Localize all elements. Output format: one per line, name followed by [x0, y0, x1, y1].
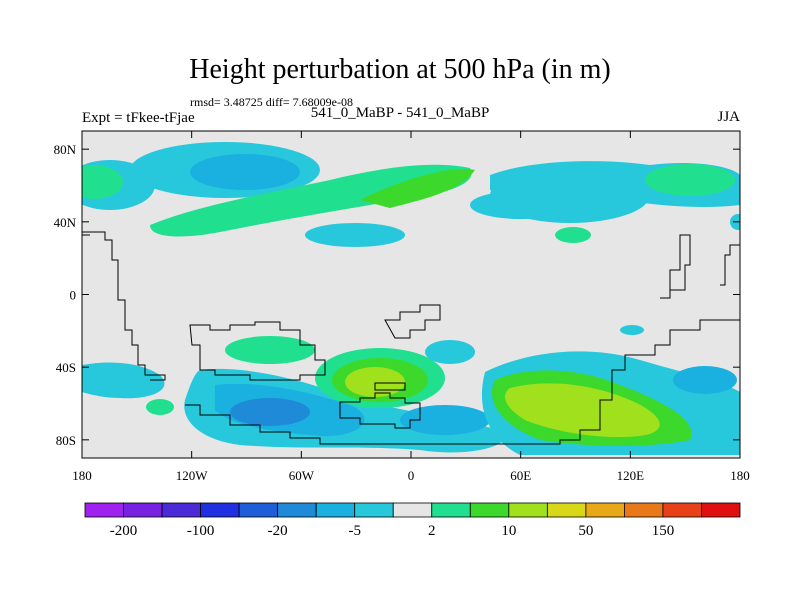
- experiment-label: Expt = tFkee-tFjae: [82, 110, 195, 126]
- x-tick-label: 60W: [289, 468, 315, 483]
- x-axis: 180 120W 60W 0 60E 120E 180: [72, 131, 750, 483]
- contour-region: [555, 227, 591, 243]
- contour-fill-layer: [82, 142, 740, 455]
- colorbar-label: -200: [110, 523, 138, 539]
- contour-region: [190, 154, 300, 190]
- contour-region: [150, 164, 472, 237]
- contour-region: [620, 325, 644, 335]
- stats-text: rmsd= 3.48725 diff= 7.68009e-08: [190, 95, 353, 109]
- page-title: Height perturbation at 500 hPa (in m): [189, 54, 611, 85]
- contour-region: [360, 169, 475, 208]
- coastline: [339, 392, 421, 429]
- colorbar-swatch: [84, 502, 124, 518]
- y-tick-label: 40S: [56, 360, 76, 375]
- colorbar-swatch: [123, 502, 163, 518]
- colorbar-swatch: [546, 502, 587, 518]
- colorbar-swatch: [585, 502, 625, 518]
- contour-region: [470, 191, 570, 219]
- colorbar-swatch: [469, 502, 510, 518]
- x-tick-label: 180: [72, 468, 92, 483]
- case-label: 541_0_MaBP - 541_0_MaBP: [310, 105, 490, 121]
- contour-region: [82, 165, 123, 199]
- contour-region: [146, 399, 174, 415]
- coastline: [374, 382, 406, 391]
- contour-region: [230, 398, 310, 426]
- coastline-layer: [82, 231, 740, 445]
- x-tick-label: 120E: [617, 468, 645, 483]
- x-tick-label: 0: [408, 468, 415, 483]
- y-tick-label: 80S: [56, 433, 76, 448]
- contour-region: [225, 336, 315, 364]
- colorbar-label: -20: [268, 523, 288, 539]
- coastline: [189, 321, 326, 381]
- x-tick-label: 60E: [510, 468, 531, 483]
- contour-region: [425, 340, 475, 364]
- colorbar-label: 150: [652, 523, 675, 539]
- coastline: [720, 244, 740, 286]
- x-tick-label: 180: [730, 468, 750, 483]
- colorbar-swatch: [701, 502, 741, 518]
- colorbar-swatch: [431, 502, 471, 518]
- y-tick-label: 80N: [54, 142, 77, 157]
- contour-region: [673, 366, 737, 394]
- coastline: [384, 304, 441, 339]
- season-label: JJA: [717, 109, 740, 125]
- contour-region: [645, 164, 735, 196]
- colorbar-swatch: [508, 502, 548, 518]
- colorbar-swatch: [277, 502, 317, 518]
- colorbar-swatch: [662, 502, 702, 518]
- x-tick-label: 120W: [176, 468, 209, 483]
- colorbar-label: 10: [501, 523, 516, 539]
- colorbar-swatch: [315, 502, 356, 518]
- colorbar-swatch: [238, 502, 279, 518]
- contour-region: [82, 362, 165, 399]
- colorbar-swatch: [200, 502, 240, 518]
- colorbar-label: 2: [428, 523, 436, 539]
- colorbar-swatch: [354, 502, 394, 518]
- colorbar-swatch: [392, 502, 433, 518]
- contour-region: [305, 223, 405, 247]
- colorbar-swatch: [624, 502, 664, 518]
- y-tick-label: 0: [70, 288, 77, 303]
- colorbar: -200 -100 -20 -5 2 10 50 150: [84, 502, 741, 539]
- coastline: [660, 234, 691, 299]
- y-tick-label: 40N: [54, 215, 77, 230]
- colorbar-label: -100: [187, 523, 215, 539]
- coastline: [185, 319, 740, 445]
- coastline: [82, 231, 166, 381]
- contour-region: [400, 405, 490, 435]
- colorbar-label: -5: [348, 523, 361, 539]
- colorbar-swatch: [161, 502, 201, 518]
- contour-region: [505, 383, 660, 438]
- y-axis: 80N 40N 0 40S 80S: [54, 142, 740, 448]
- colorbar-label: 50: [578, 523, 593, 539]
